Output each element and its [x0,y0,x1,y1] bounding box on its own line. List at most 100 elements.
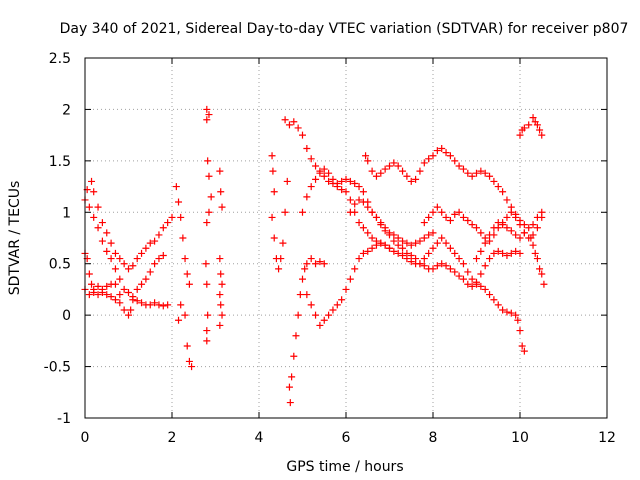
data-point [455,208,463,216]
data-point [359,188,367,196]
data-point [381,165,389,173]
data-point [168,213,176,221]
data-point [116,291,124,299]
data-point [412,239,420,247]
data-point [342,175,350,183]
data-point [464,217,472,225]
data-point [151,260,159,268]
data-point [529,221,537,229]
data-point [85,291,93,299]
data-point [512,311,520,319]
axis-ticks: 0 2 4 6 8 10 12 -1 -0.5 0 0.5 1 1.5 2 2.5 [44,51,616,446]
data-point [433,147,441,155]
data-point [107,239,115,247]
data-point [299,275,306,283]
data-point [473,255,480,263]
data-point [494,183,502,191]
data-point [203,105,211,113]
x-tick-label: 2 [168,430,177,446]
data-point [464,268,472,276]
data-point [286,399,294,407]
data-point [533,213,541,221]
data-point [477,247,485,255]
data-point [325,169,333,177]
data-point [205,111,213,119]
data-point [520,124,528,132]
data-point [533,121,541,129]
data-point [420,234,428,242]
y-tick-label: 0.5 [49,257,71,273]
data-point [138,280,146,288]
data-point [473,278,480,286]
data-point [368,208,376,216]
data-point [155,255,163,263]
y-tick-label: -1 [57,411,71,427]
data-point [362,152,370,160]
plot-frame [84,57,608,419]
data-point [312,162,320,170]
data-point [217,270,225,278]
data-point [138,249,146,257]
data-point [390,159,398,167]
data-point [486,172,494,180]
data-point [507,227,515,235]
data-point [386,162,393,170]
data-point [351,200,359,208]
x-tick-label: 8 [429,430,438,446]
data-point [346,177,354,185]
data-point [459,165,467,173]
data-point [386,244,393,252]
data-point [90,188,98,196]
data-point [536,126,544,134]
data-point [98,219,106,227]
data-point [346,208,354,216]
data-point [503,308,511,316]
data-point [420,219,428,227]
data-point [351,179,359,187]
data-point [269,167,277,175]
data-point [183,270,191,278]
data-point [390,247,398,255]
data-point [459,275,467,283]
data-point [325,311,333,319]
data-point [364,203,372,211]
data-point [277,255,285,263]
data-point [536,265,544,273]
data-point [399,251,407,259]
data-point [499,188,507,196]
data-point [151,237,159,245]
data-point [355,196,363,204]
data-point [301,265,309,273]
data-point [125,289,132,297]
data-point [111,280,119,288]
data-point [407,251,415,259]
data-point [303,291,311,299]
data-point [494,301,502,309]
data-point [540,280,548,288]
data-point [185,357,193,365]
data-point [333,301,341,309]
data-point [490,177,498,185]
data-point [486,255,494,263]
data-point [486,231,494,239]
data-point [446,265,454,273]
data-point [275,265,283,273]
y-tick-label: 2 [62,102,71,118]
data-point [346,196,354,204]
data-point [333,179,341,187]
y-tick-label: -0.5 [44,360,71,376]
data-point [338,296,346,304]
data-point [127,306,135,314]
data-point [451,157,459,165]
data-point [346,275,354,283]
data-point [420,262,428,270]
data-point [103,291,111,299]
data-point [520,229,528,237]
data-point [88,177,96,185]
data-point [438,145,446,153]
data-point [468,282,476,290]
data-point [146,268,154,276]
data-point [507,249,515,257]
data-point [316,258,324,266]
data-point [320,260,328,268]
